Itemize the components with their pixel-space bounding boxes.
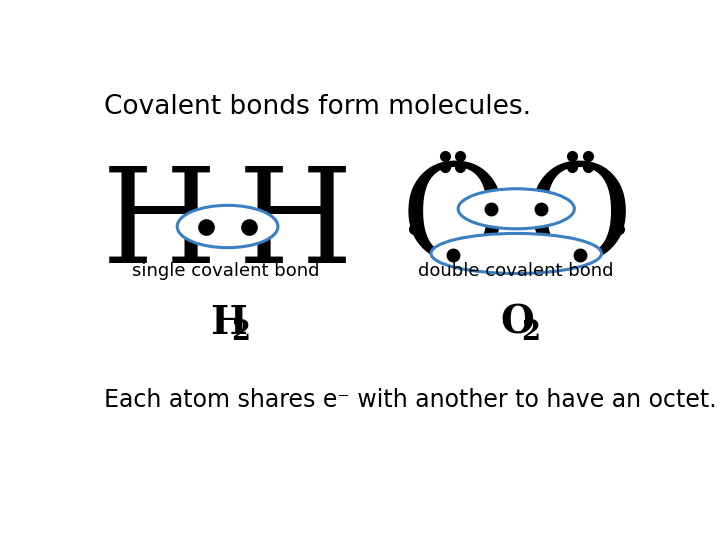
Text: O: O bbox=[400, 158, 508, 287]
Text: H: H bbox=[210, 303, 247, 342]
Text: H: H bbox=[238, 162, 353, 291]
Text: H: H bbox=[102, 162, 217, 291]
Text: single covalent bond: single covalent bond bbox=[132, 262, 320, 280]
Text: Each atom shares e⁻ with another to have an octet.: Each atom shares e⁻ with another to have… bbox=[104, 388, 716, 412]
Text: 2: 2 bbox=[522, 319, 541, 346]
Text: O: O bbox=[524, 158, 632, 287]
Ellipse shape bbox=[431, 233, 601, 273]
Ellipse shape bbox=[177, 205, 278, 248]
Text: double covalent bond: double covalent bond bbox=[418, 262, 614, 280]
Text: O: O bbox=[500, 303, 534, 342]
Text: 2: 2 bbox=[231, 319, 250, 346]
Text: Covalent bonds form molecules.: Covalent bonds form molecules. bbox=[104, 94, 531, 120]
Ellipse shape bbox=[458, 189, 575, 229]
